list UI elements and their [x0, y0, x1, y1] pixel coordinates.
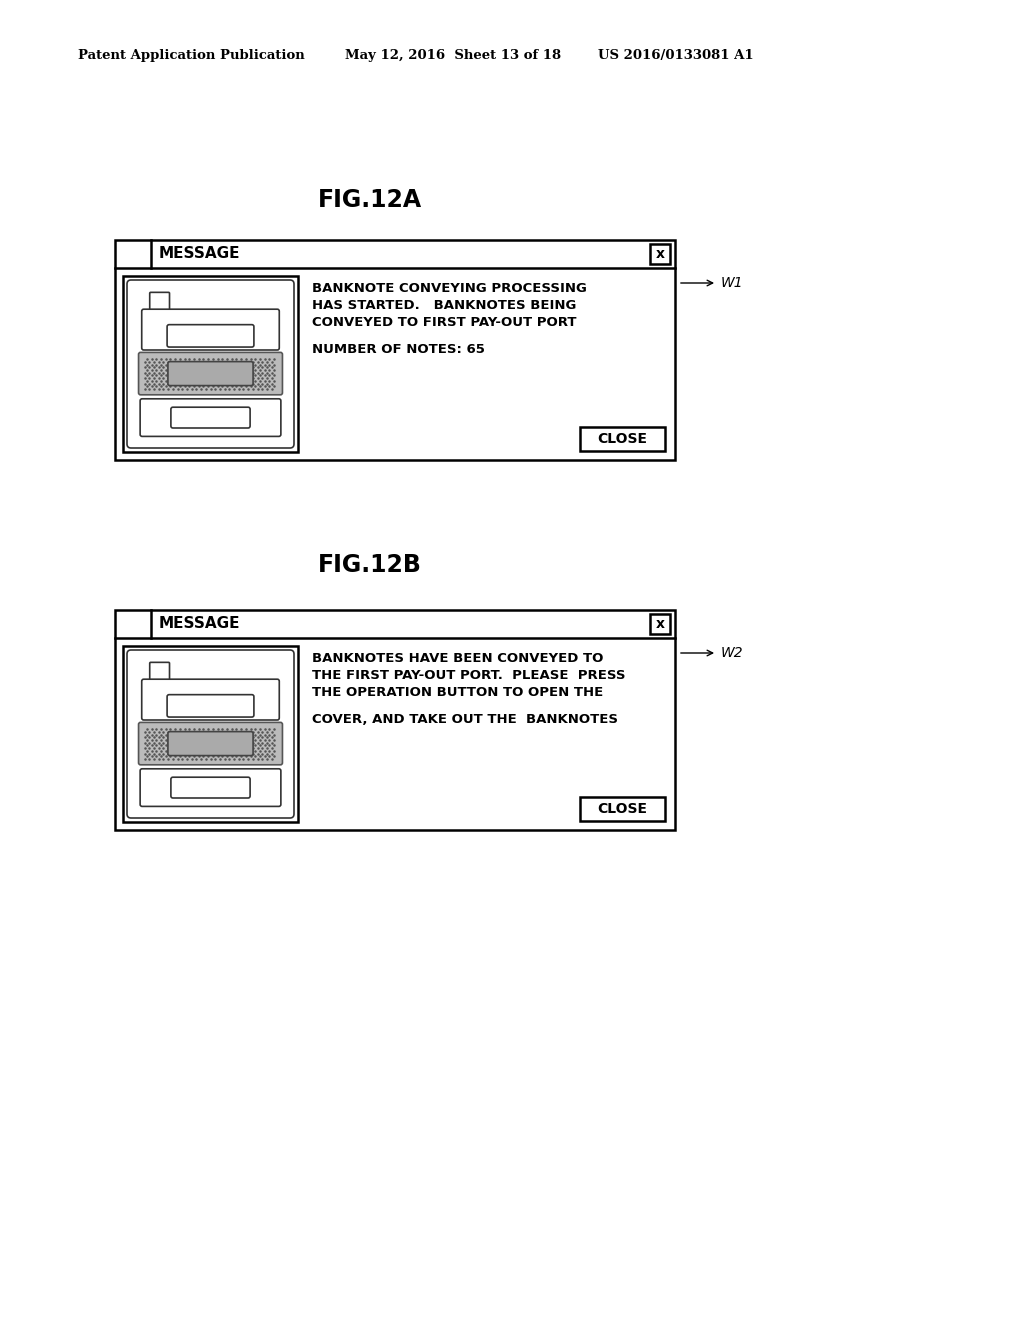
Bar — [123, 645, 298, 822]
Text: x: x — [655, 616, 665, 631]
Text: BANKNOTES HAVE BEEN CONVEYED TO: BANKNOTES HAVE BEEN CONVEYED TO — [312, 652, 603, 665]
Bar — [115, 240, 675, 459]
FancyBboxPatch shape — [167, 325, 254, 347]
FancyBboxPatch shape — [141, 309, 280, 350]
FancyBboxPatch shape — [140, 399, 281, 437]
Text: W1: W1 — [721, 276, 743, 290]
Text: CLOSE: CLOSE — [597, 432, 647, 446]
Text: FIG.12B: FIG.12B — [318, 553, 422, 577]
Text: COVER, AND TAKE OUT THE  BANKNOTES: COVER, AND TAKE OUT THE BANKNOTES — [312, 713, 618, 726]
FancyBboxPatch shape — [167, 694, 254, 717]
Text: x: x — [655, 247, 665, 261]
Text: MESSAGE: MESSAGE — [159, 616, 241, 631]
Text: THE OPERATION BUTTON TO OPEN THE: THE OPERATION BUTTON TO OPEN THE — [312, 686, 603, 700]
Text: CLOSE: CLOSE — [597, 803, 647, 816]
Text: Patent Application Publication: Patent Application Publication — [78, 49, 305, 62]
Text: US 2016/0133081 A1: US 2016/0133081 A1 — [598, 49, 754, 62]
Text: CONVEYED TO FIRST PAY-OUT PORT: CONVEYED TO FIRST PAY-OUT PORT — [312, 315, 577, 329]
FancyBboxPatch shape — [138, 352, 283, 395]
Text: BANKNOTE CONVEYING PROCESSING: BANKNOTE CONVEYING PROCESSING — [312, 282, 587, 294]
Bar — [115, 610, 675, 830]
Text: THE FIRST PAY-OUT PORT.  PLEASE  PRESS: THE FIRST PAY-OUT PORT. PLEASE PRESS — [312, 669, 626, 682]
FancyBboxPatch shape — [150, 292, 170, 317]
FancyBboxPatch shape — [127, 649, 294, 818]
FancyBboxPatch shape — [171, 777, 250, 799]
Bar — [650, 244, 670, 264]
FancyBboxPatch shape — [138, 722, 283, 764]
Bar — [650, 614, 670, 634]
FancyBboxPatch shape — [140, 768, 281, 807]
Bar — [580, 426, 665, 451]
Text: May 12, 2016  Sheet 13 of 18: May 12, 2016 Sheet 13 of 18 — [345, 49, 561, 62]
Bar — [580, 797, 665, 821]
FancyBboxPatch shape — [127, 280, 294, 447]
FancyBboxPatch shape — [168, 362, 253, 385]
FancyBboxPatch shape — [141, 680, 280, 719]
Text: FIG.12A: FIG.12A — [317, 187, 422, 213]
FancyBboxPatch shape — [171, 407, 250, 428]
Bar — [123, 276, 298, 451]
Text: MESSAGE: MESSAGE — [159, 247, 241, 261]
Text: NUMBER OF NOTES: 65: NUMBER OF NOTES: 65 — [312, 343, 485, 356]
Text: HAS STARTED.   BANKNOTES BEING: HAS STARTED. BANKNOTES BEING — [312, 300, 577, 312]
Text: W2: W2 — [721, 645, 743, 660]
FancyBboxPatch shape — [168, 731, 253, 755]
FancyBboxPatch shape — [150, 663, 170, 688]
